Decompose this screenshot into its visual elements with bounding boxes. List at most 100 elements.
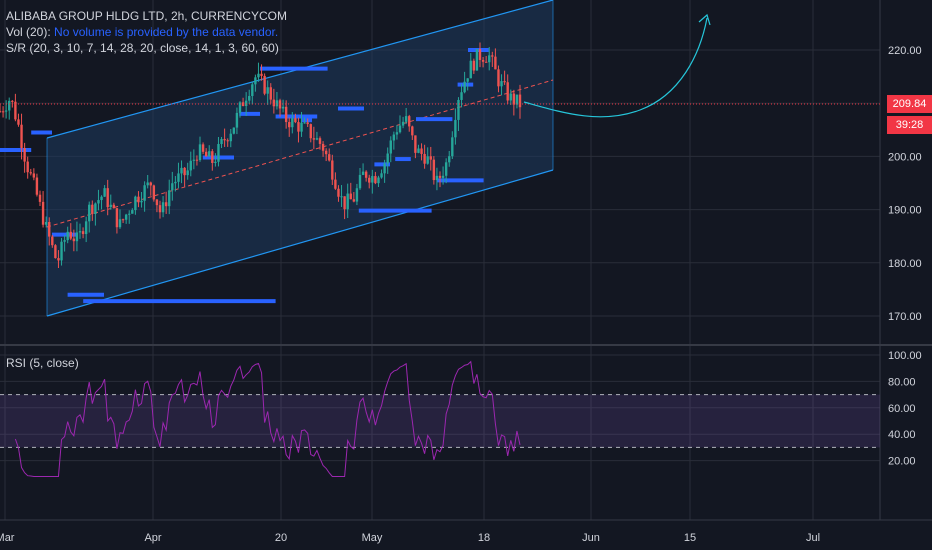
countdown-badge: 39:28 — [887, 116, 932, 134]
candle-body — [334, 179, 337, 189]
candle-body — [284, 106, 288, 123]
forecast-arrowhead[interactable] — [698, 13, 711, 26]
candle-body — [429, 156, 432, 160]
candle-body — [244, 100, 248, 106]
candle-body — [392, 134, 396, 141]
candle-body — [457, 99, 460, 120]
rsi-band — [0, 394, 880, 448]
rsi-tick-label: 80.00 — [888, 376, 916, 388]
rsi-legend: RSI (5, close) — [6, 355, 79, 371]
candle-body — [29, 172, 32, 174]
candle-body — [152, 185, 156, 200]
candle-body — [294, 118, 297, 123]
candle-body — [346, 193, 349, 210]
candle-body — [331, 160, 334, 180]
candle-body — [97, 200, 100, 204]
y-tick-label: 220.00 — [888, 45, 922, 57]
candle-body — [60, 241, 63, 261]
candle-body — [444, 162, 448, 176]
x-tick-label: Apr — [144, 532, 161, 544]
candle-body — [0, 111, 2, 113]
candle-body — [297, 122, 300, 132]
candle-body — [515, 94, 519, 105]
candle-body — [174, 181, 177, 184]
x-tick-label: 18 — [478, 532, 490, 544]
candle-body — [137, 196, 140, 203]
candle-body — [414, 135, 417, 153]
candle-body — [211, 151, 214, 164]
candle-body — [232, 127, 236, 134]
forecast-curve[interactable] — [523, 17, 708, 118]
channel-fill — [47, 0, 553, 316]
candle-body — [343, 196, 346, 210]
candle-body — [134, 196, 137, 211]
candle-body — [223, 139, 226, 141]
candle-body — [260, 73, 263, 76]
candle-body — [272, 99, 276, 107]
candle-body — [38, 194, 42, 202]
candle-body — [349, 193, 352, 200]
rsi-title: RSI (5, close) — [6, 356, 79, 370]
candle-body — [386, 153, 389, 164]
candle-body — [192, 159, 196, 161]
candle-body — [500, 81, 503, 87]
candle-body — [306, 122, 309, 125]
candle-body — [48, 222, 51, 237]
candle-body — [248, 96, 251, 101]
candle-body — [180, 167, 183, 174]
candle-body — [488, 55, 491, 63]
candle-body — [509, 93, 512, 101]
channel-lower-line[interactable] — [46, 169, 554, 317]
candle-body — [411, 126, 414, 136]
candle-body — [303, 122, 306, 124]
candle-body — [389, 140, 392, 154]
symbol-title[interactable]: ALIBABA GROUP HLDG LTD, 2h, CURRENCYCOM — [6, 9, 287, 23]
candle-body — [51, 236, 54, 246]
candle-body — [506, 82, 509, 101]
candle-body — [140, 200, 143, 203]
rsi-tick-label: 60.00 — [888, 403, 916, 415]
x-tick-label: 15 — [684, 532, 696, 544]
x-tick-label: May — [362, 532, 383, 544]
candle-body — [300, 122, 303, 132]
candle-body — [257, 73, 260, 78]
candle-body — [44, 222, 48, 225]
candle-body — [374, 176, 377, 184]
candle-body — [131, 210, 134, 214]
candle-body — [41, 201, 45, 225]
candle-body — [503, 81, 506, 83]
y-tick-label: 170.00 — [888, 311, 922, 323]
candle-body — [275, 100, 279, 107]
candle-body — [469, 60, 472, 79]
candle-body — [371, 176, 374, 183]
candle-body — [435, 175, 439, 181]
candle-body — [408, 116, 411, 127]
candle-body — [315, 138, 319, 140]
candle-body — [168, 190, 171, 207]
candle-body — [8, 100, 11, 111]
candle-body — [128, 213, 131, 215]
forecast-arrow[interactable] — [523, 13, 711, 118]
candle-body — [161, 202, 165, 213]
rsi-tick-label: 100.00 — [888, 350, 922, 362]
candle-body — [251, 84, 254, 97]
y-tick-label: 180.00 — [888, 258, 922, 270]
candle-body — [88, 204, 91, 222]
candle-body — [481, 59, 485, 62]
candle-body — [115, 208, 119, 228]
candle-body — [478, 49, 482, 60]
candle-body — [438, 175, 442, 178]
candle-body — [155, 199, 159, 206]
candle-body — [288, 122, 291, 128]
sr-legend: S/R (20, 3, 10, 7, 14, 28, 20, close, 14… — [6, 41, 279, 55]
candle-body — [441, 175, 445, 178]
candle-body — [72, 238, 76, 242]
candle-body — [395, 132, 399, 135]
candle-body — [254, 77, 257, 85]
candle-body — [124, 214, 128, 220]
candle-body — [318, 138, 322, 144]
x-tick-label: Jun — [582, 532, 600, 544]
x-tick-label: Jul — [806, 532, 820, 544]
